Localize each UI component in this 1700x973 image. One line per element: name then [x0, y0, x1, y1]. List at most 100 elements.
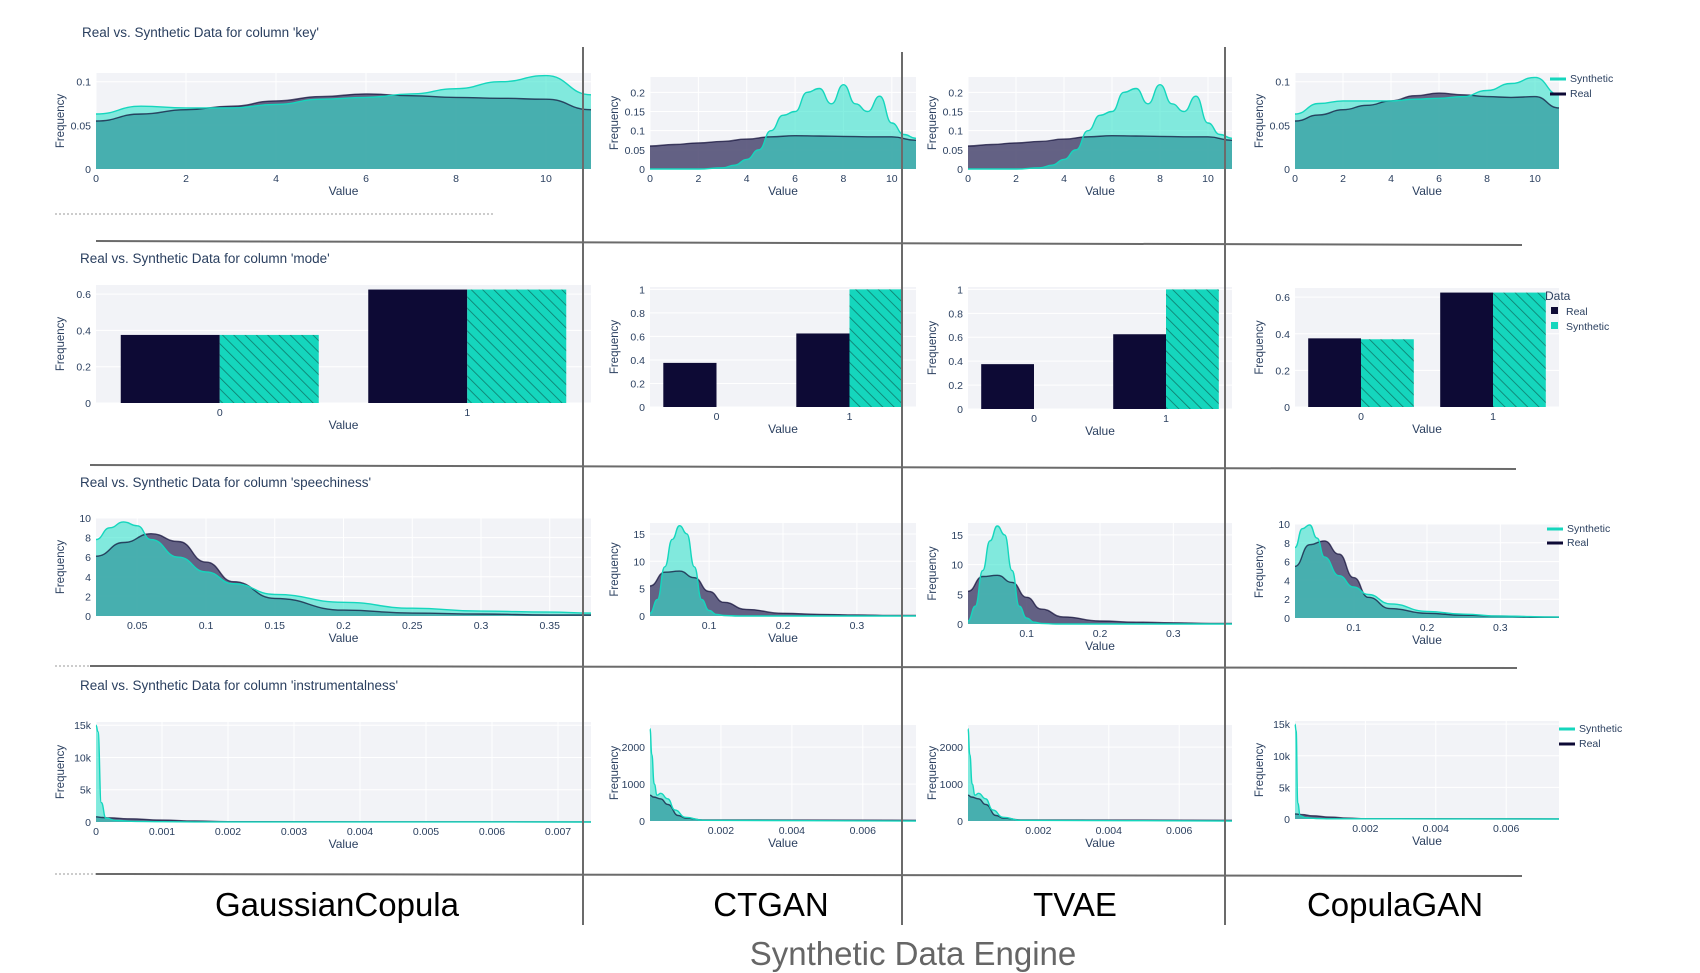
chart-key-gaussiancopula: 0 0.05 0.1 Frequency Value 0 2 4 6 8 10 — [55, 73, 592, 198]
x-axis-label: Value — [1412, 834, 1442, 848]
x-tick-label: 0.004 — [1096, 825, 1122, 837]
chart-speechiness-gaussiancopula: 0 2 4 6 8 10 Frequency Value 0.05 0.1 0.15 0.2 0.25 0… — [55, 513, 592, 645]
y-tick-label: 15 — [633, 529, 645, 541]
y-axis-label: Frequency — [55, 745, 67, 800]
y-tick-label: 10k — [1273, 751, 1291, 763]
y-axis-label: Frequency — [609, 96, 621, 151]
x-tick-label: 0.006 — [850, 825, 876, 837]
x-axis-label-synthetic-data-engine: Synthetic Data Engine — [750, 935, 1077, 972]
y-tick-label: 0.05 — [625, 145, 646, 157]
x-axis-label: Value — [1412, 422, 1442, 436]
area-real — [650, 571, 916, 616]
line-real — [649, 134, 917, 147]
x-tick-label: 8 — [453, 173, 459, 185]
y-tick-label: 0.05 — [1270, 120, 1291, 132]
x-tick-label: 1 — [1490, 411, 1496, 423]
y-tick-label: 5k — [1279, 782, 1291, 794]
plot-area — [1295, 721, 1559, 819]
bar-real — [1440, 292, 1493, 407]
chart-key-copulagan: 0 0.05 0.1 Frequency Value 0 2 4 6 8 10 — [1254, 73, 1560, 198]
y-tick-label: 10 — [79, 513, 91, 525]
y-tick-label: 0 — [1284, 164, 1290, 176]
row-divider — [89, 665, 1518, 669]
bar-real — [1308, 338, 1361, 407]
x-tick-label: 10 — [1529, 173, 1541, 185]
y-tick-label: 0.15 — [943, 107, 964, 119]
x-axis-label: Value — [1085, 424, 1115, 438]
x-tick-label: 10 — [886, 173, 898, 185]
x-tick-label: 0.004 — [779, 825, 805, 837]
x-tick-label: 0.006 — [1166, 825, 1192, 837]
x-axis-label: Value — [768, 836, 798, 850]
y-axis-label: Frequency — [609, 320, 621, 375]
x-tick-label: 0.1 — [1346, 622, 1361, 634]
engine-label-gaussiancopula: GaussianCopula — [215, 886, 460, 923]
x-axis-label: Value — [1085, 639, 1115, 653]
chart-instrumentalness-gaussiancopula: 0 5k 10k 15k Frequency Value 0 0.001 0.002 0.003 0… — [55, 720, 592, 851]
y-axis-label: Frequency — [609, 542, 621, 597]
legend-label-synthetic: Synthetic — [1570, 73, 1613, 85]
x-tick-label: 6 — [1109, 173, 1115, 185]
line-real — [95, 93, 592, 122]
y-axis-label: Frequency — [55, 540, 67, 595]
bar-synthetic — [1493, 292, 1546, 407]
y-tick-label: 10k — [74, 752, 92, 764]
y-tick-label: 15k — [1273, 719, 1291, 731]
x-tick-label: 0.1 — [702, 620, 717, 632]
y-axis-label: Frequency — [55, 94, 67, 149]
x-tick-label: 0.007 — [545, 826, 571, 838]
line-synthetic — [649, 524, 916, 617]
y-tick-label: 0.4 — [630, 355, 645, 367]
bar-real — [1113, 334, 1166, 409]
line-synthetic — [95, 74, 592, 115]
x-tick-label: 6 — [363, 173, 369, 185]
y-tick-label: 10 — [1278, 519, 1290, 531]
legend-label-synthetic: Synthetic — [1579, 723, 1622, 735]
row-title-speechiness: Real vs. Synthetic Data for column 'spee… — [80, 475, 371, 490]
x-tick-label: 8 — [1484, 173, 1490, 185]
y-tick-label: 0 — [639, 164, 645, 176]
plot-area — [650, 725, 916, 821]
bar-real — [663, 362, 717, 407]
y-axis-label: Frequency — [609, 746, 621, 801]
y-tick-label: 10 — [951, 560, 963, 572]
bar-real — [120, 334, 220, 403]
y-tick-label: 0.4 — [1275, 329, 1290, 341]
legend-label-real: Real — [1567, 537, 1589, 549]
row-divider — [95, 240, 1523, 246]
y-tick-label: 0.2 — [630, 378, 645, 390]
x-tick-label: 4 — [744, 173, 750, 185]
line-synthetic — [95, 521, 592, 614]
row-divider — [95, 873, 1523, 877]
bar-real — [981, 364, 1034, 409]
bar-synthetic — [219, 334, 319, 403]
area-synthetic — [968, 728, 1232, 821]
y-tick-label: 1 — [957, 284, 963, 296]
x-tick-label: 0.3 — [1166, 628, 1181, 640]
x-tick-label: 2 — [1340, 173, 1346, 185]
bar-synthetic — [1361, 339, 1414, 407]
x-tick-label: 0.35 — [540, 620, 561, 632]
y-tick-label: 2000 — [622, 742, 646, 754]
grid-dividers — [55, 47, 1523, 925]
legend-title-data: Data — [1545, 289, 1571, 303]
x-axis-label: Value — [768, 631, 798, 645]
x-tick-label: 6 — [1436, 173, 1442, 185]
y-tick-label: 0 — [957, 164, 963, 176]
footer: GaussianCopula CTGAN TVAE CopulaGAN Synt… — [215, 886, 1483, 972]
area-synthetic — [1295, 524, 1559, 618]
y-axis-label: Frequency — [927, 321, 939, 376]
x-tick-label: 0 — [1358, 411, 1364, 423]
x-tick-label: 0.2 — [1093, 628, 1108, 640]
x-tick-label: 4 — [1388, 173, 1394, 185]
y-tick-label: 4 — [85, 572, 91, 584]
legend-label-real: Real — [1566, 306, 1588, 318]
x-tick-label: 0 — [965, 173, 971, 185]
x-tick-label: 8 — [841, 173, 847, 185]
x-axis-label: Value — [329, 631, 359, 645]
x-tick-label: 0.004 — [1423, 823, 1449, 835]
x-tick-label: 4 — [1061, 173, 1067, 185]
y-tick-label: 5 — [639, 584, 645, 596]
y-axis-label: Frequency — [1254, 320, 1266, 375]
